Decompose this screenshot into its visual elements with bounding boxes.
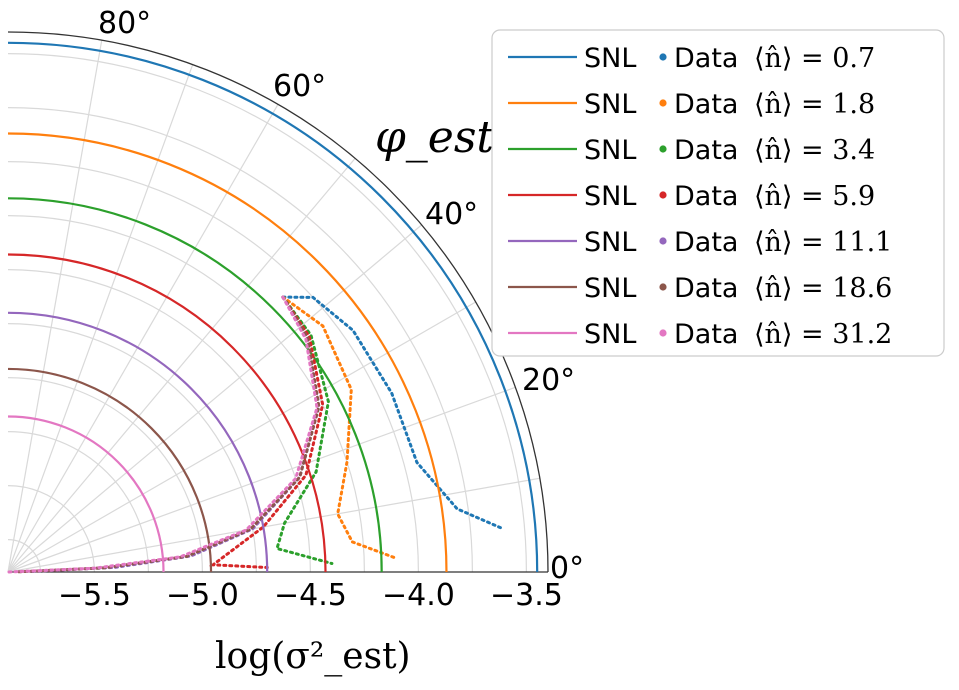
angular-gridline	[7, 224, 423, 573]
data-curve-2	[275, 295, 334, 565]
data-curve-5	[17, 295, 321, 574]
legend-value-5: ⟨n̂⟩ = 18.6	[754, 273, 892, 304]
legend-snl-label: SNL	[584, 43, 636, 74]
legend-data-label: Data	[674, 273, 738, 304]
radial-gridline	[7, 53, 527, 573]
radial-gridline	[7, 377, 203, 573]
x-axis-label: log(σ²_est)	[215, 636, 411, 677]
angular-tick-label: 40°	[425, 197, 478, 232]
data-curve-6	[6, 295, 319, 574]
outer-frame	[7, 31, 549, 573]
radial-tick-label: −3.5	[490, 578, 563, 613]
legend-data-label: Data	[674, 135, 738, 166]
radial-gridline	[7, 431, 149, 573]
legend: SNL Data ⟨n̂⟩ = 0.7 SNL Data ⟨n̂⟩ = 1.8 SNL Dat…	[491, 29, 945, 357]
legend-marker-4	[659, 237, 667, 245]
angular-gridline	[7, 104, 279, 573]
legend-marker-5	[659, 283, 667, 291]
legend-snl-label: SNL	[584, 319, 636, 350]
legend-marker-1	[659, 99, 667, 107]
legend-marker-3	[659, 191, 667, 199]
radial-tick-label: −5.5	[58, 578, 131, 613]
snl-curve-1	[7, 132, 448, 573]
series-group	[6, 41, 539, 574]
angular-tick-label: 20°	[522, 363, 575, 398]
legend-value-6: ⟨n̂⟩ = 31.2	[754, 319, 892, 350]
radial-tick-label: −5.0	[166, 578, 239, 613]
legend-frame	[491, 29, 945, 357]
legend-data-label: Data	[674, 181, 738, 212]
angular-gridline	[7, 157, 356, 573]
radial-gridline	[7, 107, 473, 573]
legend-value-2: ⟨n̂⟩ = 3.4	[754, 135, 875, 166]
legend-snl-label: SNL	[584, 273, 636, 304]
legend-snl-label: SNL	[584, 227, 636, 258]
legend-snl-label: SNL	[584, 181, 636, 212]
legend-snl-label: SNL	[584, 89, 636, 120]
snl-curve-0	[7, 41, 539, 573]
radial-tick-label: −4.5	[274, 578, 347, 613]
radial-gridline	[7, 485, 95, 573]
radial-gridline	[7, 323, 257, 573]
polar-grid	[7, 31, 549, 573]
radial-gridline	[7, 215, 365, 573]
data-curve-1	[281, 295, 399, 560]
legend-value-1: ⟨n̂⟩ = 1.8	[754, 89, 875, 120]
angular-gridline	[7, 64, 194, 573]
angular-tick-label: 80°	[98, 6, 151, 41]
legend-data-label: Data	[674, 319, 738, 350]
radial-gridline	[7, 269, 311, 573]
legend-marker-6	[659, 329, 667, 337]
radial-gridline	[7, 161, 419, 573]
angular-gridline	[7, 477, 540, 573]
legend-snl-label: SNL	[584, 135, 636, 166]
legend-value-3: ⟨n̂⟩ = 5.9	[754, 181, 875, 212]
legend-data-label: Data	[674, 89, 738, 120]
data-curve-0	[281, 295, 505, 531]
tick-labels: −5.5 −5.0 −4.5 −4.0 −3.50° 20° 40° 60° 80°	[58, 6, 584, 613]
legend-marker-0	[659, 53, 667, 61]
radial-tick-label: −4.0	[382, 578, 455, 613]
data-curve-3	[208, 295, 325, 569]
angular-tick-label: 60°	[273, 69, 326, 104]
legend-value-0: ⟨n̂⟩ = 0.7	[754, 43, 875, 74]
snl-curve-5	[7, 367, 213, 573]
angular-gridline	[7, 301, 476, 573]
snl-curve-2	[7, 197, 383, 573]
angular-gridline	[7, 40, 103, 573]
data-curve-4	[28, 295, 321, 574]
chart-title: φ_est	[375, 112, 494, 163]
legend-data-label: Data	[674, 43, 738, 74]
legend-marker-2	[659, 145, 667, 153]
angular-tick-label: 0°	[550, 551, 584, 586]
angular-gridline	[7, 386, 516, 573]
legend-data-label: Data	[674, 227, 738, 258]
legend-value-4: ⟨n̂⟩ = 11.1	[754, 227, 892, 258]
snl-curve-6	[7, 415, 165, 573]
snl-curve-3	[7, 253, 327, 573]
